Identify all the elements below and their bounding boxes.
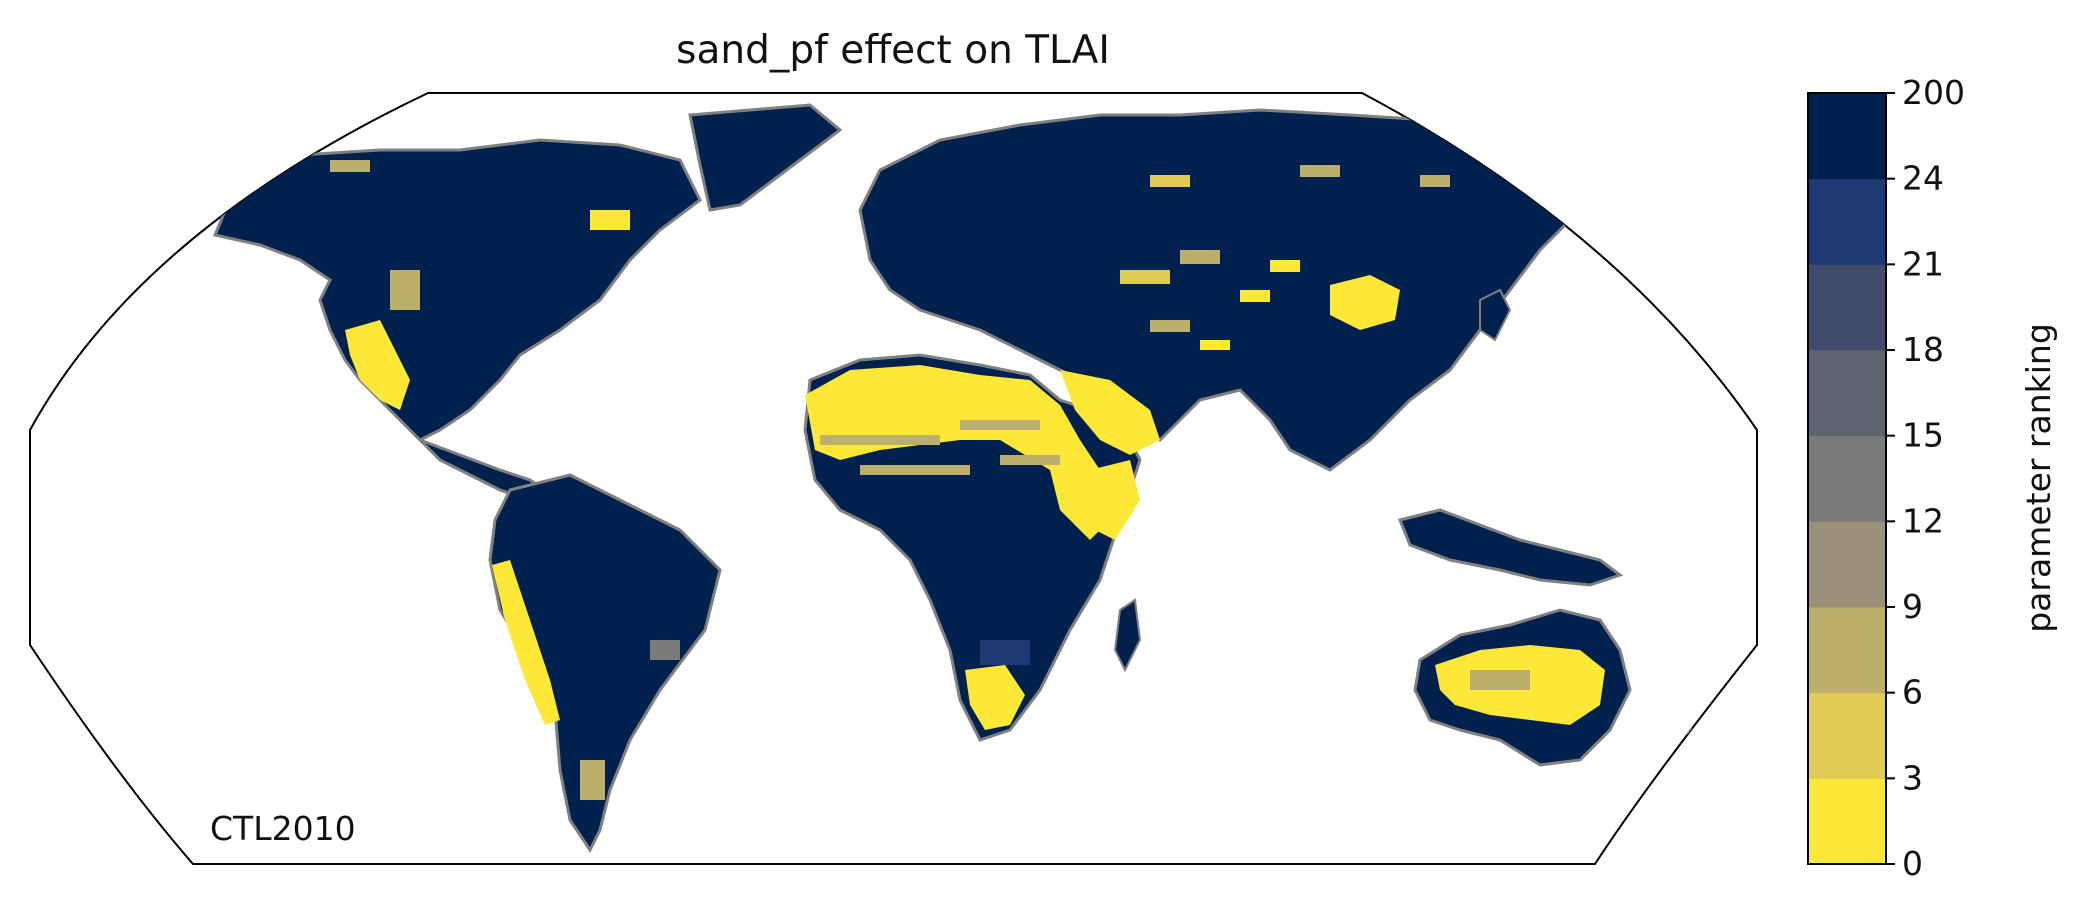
panel-label: CTL2010: [210, 809, 356, 848]
japan: [1479, 288, 1512, 342]
colorbar-tick-label: 6: [1902, 673, 1923, 712]
sahara-band: [820, 435, 940, 445]
colorbar: 0 3 6 9 12 15 18 21 24 200 parameter ranking: [1807, 73, 2058, 883]
colorbar-bin: [1808, 350, 1886, 437]
siberia-patch: [1150, 175, 1190, 187]
sahara-patch: [805, 365, 1110, 540]
sahara-band: [960, 420, 1040, 430]
sahara-band: [1000, 455, 1060, 465]
central-asia-patch: [1120, 270, 1170, 284]
siberia-patch: [1300, 165, 1340, 177]
patagonia-patch: [580, 760, 605, 800]
colorbar-tick-label: 3: [1902, 758, 1923, 797]
central-asia-patch: [1150, 320, 1190, 332]
low-ranking-patches: [330, 160, 1605, 800]
southwest-us-patch: [345, 320, 410, 410]
colorbar-bin: [1808, 521, 1886, 608]
west-us-patch: [390, 270, 420, 310]
colorbar-bins: [1808, 93, 1886, 865]
central-asia-patch: [1200, 340, 1230, 350]
colorbar-tick-label: 21: [1902, 244, 1944, 283]
colorbar-bin: [1808, 178, 1886, 265]
south-america: [488, 473, 722, 853]
madagascar: [1113, 598, 1142, 673]
central-asia-patch: [1240, 290, 1270, 302]
central-asia-patch: [1270, 260, 1300, 272]
canada-patch: [330, 160, 370, 172]
colorbar-tick-label: 12: [1902, 501, 1944, 540]
colorbar-bin: [1808, 607, 1886, 694]
colorbar-bin: [1808, 93, 1886, 180]
colorbar-tick-label: 200: [1902, 73, 1965, 112]
central-asia-patch: [1180, 250, 1220, 264]
colorbar-label: parameter ranking: [2019, 323, 2058, 633]
canada-patch: [590, 210, 630, 230]
gobi-patch: [1330, 275, 1400, 330]
north-america: [212, 138, 702, 442]
brazil-patch: [650, 640, 680, 660]
indonesia: [1397, 508, 1624, 587]
colorbar-tick-label: 0: [1902, 844, 1923, 883]
arabia-patch: [1060, 370, 1160, 455]
colorbar-bin: [1808, 778, 1886, 865]
colorbar-bin: [1808, 692, 1886, 779]
eurasia: [858, 108, 1582, 472]
colorbar-tick-label: 15: [1902, 416, 1944, 455]
colorbar-tick-label: 24: [1902, 159, 1944, 198]
map-panel: CTL2010: [29, 92, 1758, 865]
map-title: sand_pf effect on TLAI: [676, 28, 1110, 73]
horn-patch: [1090, 460, 1140, 540]
sahara-band: [860, 465, 970, 475]
south-africa-patch: [965, 665, 1025, 730]
colorbar-tick-label: 18: [1902, 330, 1944, 369]
greenland: [688, 103, 843, 212]
colorbar-bin: [1808, 264, 1886, 351]
andes-patch: [492, 560, 560, 725]
colorbar-frame: [1807, 92, 1887, 865]
siberia-patch: [1420, 175, 1450, 187]
colorbar-tick-label: 9: [1902, 587, 1923, 626]
southern-africa-dark: [980, 640, 1030, 665]
colorbar-ticks: 0 3 6 9 12 15 18 21 24 200: [1886, 73, 1965, 883]
australia-tan: [1470, 670, 1530, 690]
colorbar-bin: [1808, 435, 1886, 522]
